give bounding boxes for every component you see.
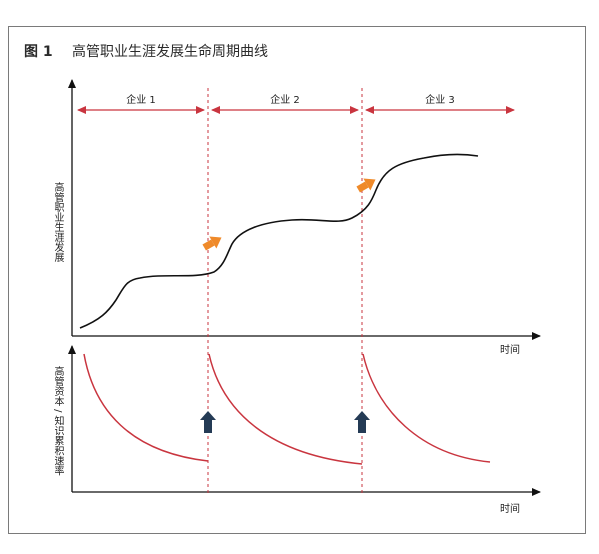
boost-arrow-2 — [354, 411, 370, 433]
accumulation-rate-curve-2 — [208, 353, 363, 465]
accumulation-rate-curve-1 — [83, 353, 209, 462]
boost-arrow-1 — [200, 411, 216, 433]
top-y-axis-label: 高管职业生涯发展 — [52, 182, 63, 262]
figure-title: 高管职业生涯发展生命周期曲线 — [72, 44, 268, 60]
bottom-x-axis-label: 时间 — [500, 502, 520, 515]
company-label-1: 企业 1 — [126, 93, 156, 106]
growth-arrow-2 — [356, 178, 376, 193]
top-x-axis-label: 时间 — [500, 343, 520, 356]
company-label-2: 企业 2 — [270, 93, 300, 106]
career-development-curve — [79, 153, 479, 329]
figure-frame — [8, 26, 586, 534]
growth-arrow-1 — [202, 236, 222, 251]
company-label-3: 企业 3 — [425, 93, 455, 106]
bottom-y-axis-label: 高管资本 / 知识累积速率 — [52, 366, 63, 476]
figure-label: 图 1 — [24, 44, 53, 60]
accumulation-rate-curve-3 — [362, 353, 491, 463]
